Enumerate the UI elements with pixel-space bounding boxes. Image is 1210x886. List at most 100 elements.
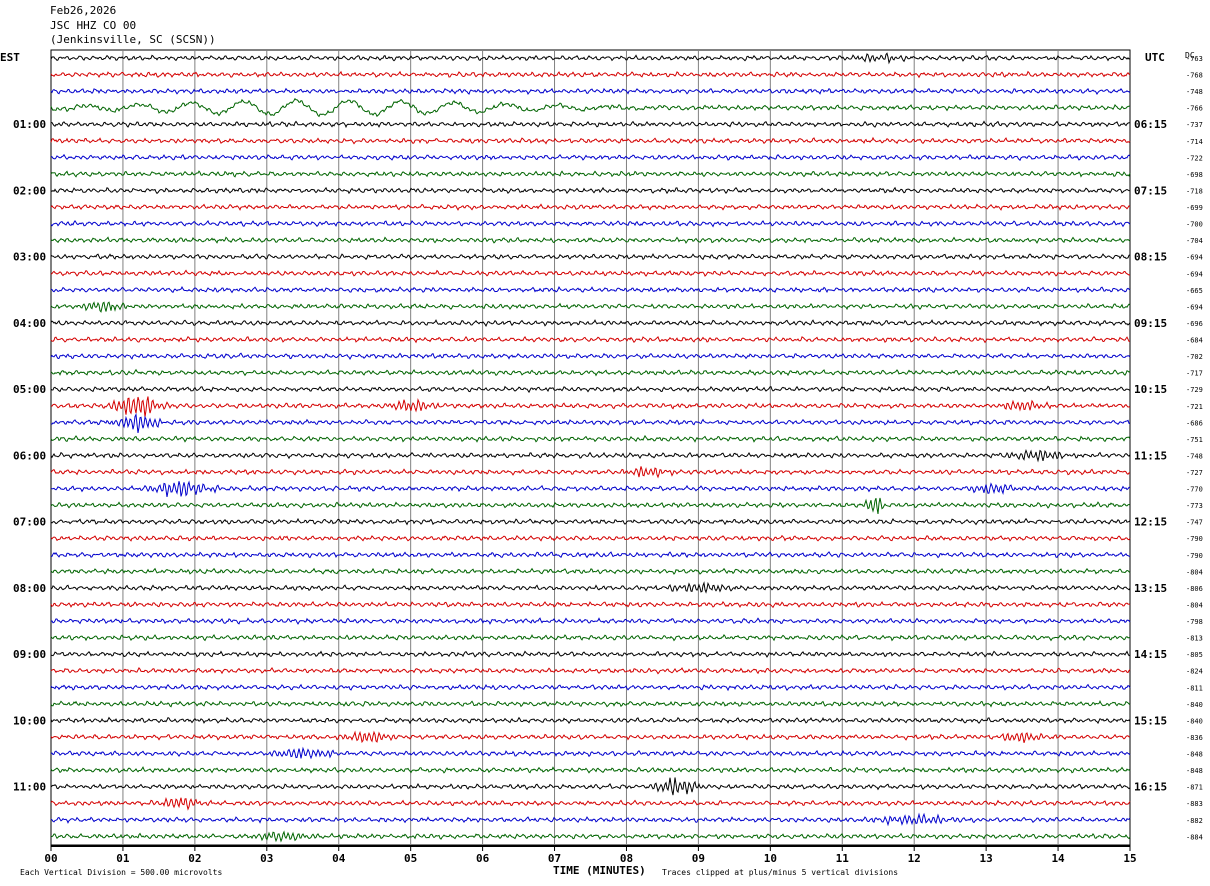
dc-offset-label: -698 xyxy=(1186,171,1203,179)
dc-offset-label: -714 xyxy=(1186,138,1203,146)
dc-offset-label: -686 xyxy=(1186,419,1203,427)
est-label: EST xyxy=(0,51,20,64)
dc-offset-label: -699 xyxy=(1186,204,1203,212)
utc-hour-label: 07:15 xyxy=(1134,184,1167,197)
seismic-trace xyxy=(50,551,1131,559)
grid xyxy=(50,49,1131,851)
dc-offset-label: -884 xyxy=(1186,833,1203,841)
dc-offset-label: -883 xyxy=(1186,800,1203,808)
x-tick-label: 06 xyxy=(476,852,490,865)
dc-offset-label: -806 xyxy=(1186,585,1203,593)
seismic-trace xyxy=(50,319,1131,327)
utc-hour-label: 14:15 xyxy=(1134,648,1167,661)
seismic-trace xyxy=(50,567,1131,575)
seismic-trace xyxy=(50,368,1131,377)
seismic-trace xyxy=(50,153,1131,161)
dc-offset-label: -813 xyxy=(1186,635,1203,643)
dc-offset-label: -836 xyxy=(1186,734,1203,742)
dc-offset-label: -805 xyxy=(1186,651,1203,659)
x-tick-label: 04 xyxy=(332,852,346,865)
x-tick-label: 10 xyxy=(764,852,777,865)
x-tick-label: 13 xyxy=(980,852,993,865)
est-hour-label: 11:00 xyxy=(13,781,46,794)
seismic-trace xyxy=(50,812,1131,827)
seismic-trace xyxy=(50,412,1131,433)
dc-offset-label: -848 xyxy=(1186,767,1203,775)
dc-label: DC xyxy=(1185,51,1195,60)
dc-offset-label: -722 xyxy=(1186,154,1203,162)
dc-offset-label: -704 xyxy=(1186,237,1203,245)
seismic-trace xyxy=(50,650,1131,658)
seismic-trace xyxy=(50,830,1131,843)
est-hour-label: 06:00 xyxy=(13,449,46,462)
seismic-trace xyxy=(50,683,1131,692)
chart-location: (Jenkinsville, SC (SCSN)) xyxy=(50,33,216,46)
seismic-trace xyxy=(50,253,1131,261)
chart-station: JSC HHZ CO 00 xyxy=(50,18,137,32)
dc-offset-label: -721 xyxy=(1186,403,1203,411)
dc-offset-label: -694 xyxy=(1186,270,1203,278)
seismic-trace xyxy=(50,136,1131,145)
seismic-trace xyxy=(50,534,1131,542)
dc-offset-label: -824 xyxy=(1186,668,1203,676)
seismic-trace xyxy=(50,286,1131,294)
utc-hour-label: 12:15 xyxy=(1134,516,1167,529)
x-tick-label: 14 xyxy=(1051,852,1065,865)
dc-offset-label: -717 xyxy=(1186,370,1203,378)
dc-offset-label: -766 xyxy=(1186,105,1203,113)
dc-offset-label: -665 xyxy=(1186,287,1203,295)
est-hour-label: 04:00 xyxy=(13,317,46,330)
dc-offset-label: -811 xyxy=(1186,684,1203,692)
seismic-trace xyxy=(50,434,1131,443)
utc-hour-label: 09:15 xyxy=(1134,317,1167,330)
seismic-trace xyxy=(50,581,1131,594)
utc-hour-label: 16:15 xyxy=(1134,781,1167,794)
seismic-trace xyxy=(50,335,1131,344)
dc-offset-label: -848 xyxy=(1186,751,1203,759)
x-tick-label: 00 xyxy=(44,852,57,865)
seismic-trace xyxy=(50,203,1131,211)
dc-offset-label: -871 xyxy=(1186,784,1203,792)
dc-offset-label: -702 xyxy=(1186,353,1203,361)
dc-offset-label: -694 xyxy=(1186,254,1203,262)
chart-header: Feb26,2026 JSC HHZ CO 00 (Jenkinsville, … xyxy=(50,4,216,48)
seismic-trace xyxy=(50,87,1131,96)
footer-scale-note: Each Vertical Division = 500.00 microvol… xyxy=(20,868,222,877)
dc-offset-label: -770 xyxy=(1186,486,1203,494)
dc-offset-label: -804 xyxy=(1186,568,1203,576)
x-tick-label: 03 xyxy=(260,852,273,865)
seismic-trace xyxy=(50,730,1131,744)
dc-offset-label: -840 xyxy=(1186,717,1203,725)
seismic-trace xyxy=(50,220,1131,228)
x-axis-title: TIME (MINUTES) xyxy=(553,864,646,877)
dc-offset-label: -747 xyxy=(1186,519,1203,527)
est-hour-label: 03:00 xyxy=(13,251,46,264)
est-hour-label: 09:00 xyxy=(13,648,46,661)
dc-offset-label: -727 xyxy=(1186,469,1203,477)
x-tick-label: 02 xyxy=(188,852,201,865)
dc-offset-label: -696 xyxy=(1186,320,1203,328)
dc-offset-label: -790 xyxy=(1186,552,1203,560)
seismic-trace xyxy=(50,716,1131,725)
seismic-trace xyxy=(50,352,1131,361)
seismic-trace xyxy=(50,746,1131,760)
x-tick-label: 05 xyxy=(404,852,417,865)
seismic-trace xyxy=(50,666,1131,675)
x-tick-label: 12 xyxy=(908,852,921,865)
utc-hour-label: 11:15 xyxy=(1134,449,1167,462)
seismic-trace xyxy=(50,617,1131,625)
dc-offset-label: -684 xyxy=(1186,337,1203,345)
seismic-trace xyxy=(50,170,1131,178)
dc-offset-label: -694 xyxy=(1186,303,1203,311)
x-tick-label: 11 xyxy=(836,852,850,865)
dc-offset-label: -882 xyxy=(1186,817,1203,825)
est-hour-label: 07:00 xyxy=(13,516,46,529)
x-tick-label: 01 xyxy=(116,852,130,865)
utc-hour-label: 15:15 xyxy=(1134,714,1167,727)
seismic-trace xyxy=(50,766,1131,774)
est-hour-label: 01:00 xyxy=(13,118,46,131)
dc-offset-label: -763 xyxy=(1186,55,1203,63)
seismic-trace xyxy=(50,466,1131,479)
dc-offset-label: -737 xyxy=(1186,121,1203,129)
